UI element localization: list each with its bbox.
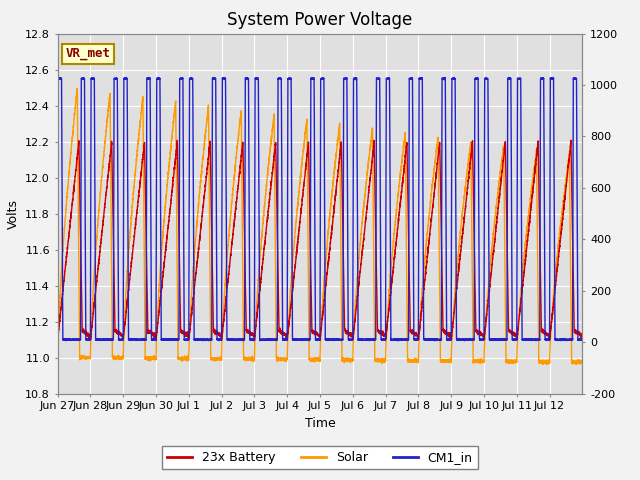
Text: VR_met: VR_met xyxy=(65,48,111,60)
X-axis label: Time: Time xyxy=(305,417,335,430)
Legend: 23x Battery, Solar, CM1_in: 23x Battery, Solar, CM1_in xyxy=(163,446,477,469)
Title: System Power Voltage: System Power Voltage xyxy=(227,11,413,29)
Y-axis label: Volts: Volts xyxy=(6,199,20,228)
